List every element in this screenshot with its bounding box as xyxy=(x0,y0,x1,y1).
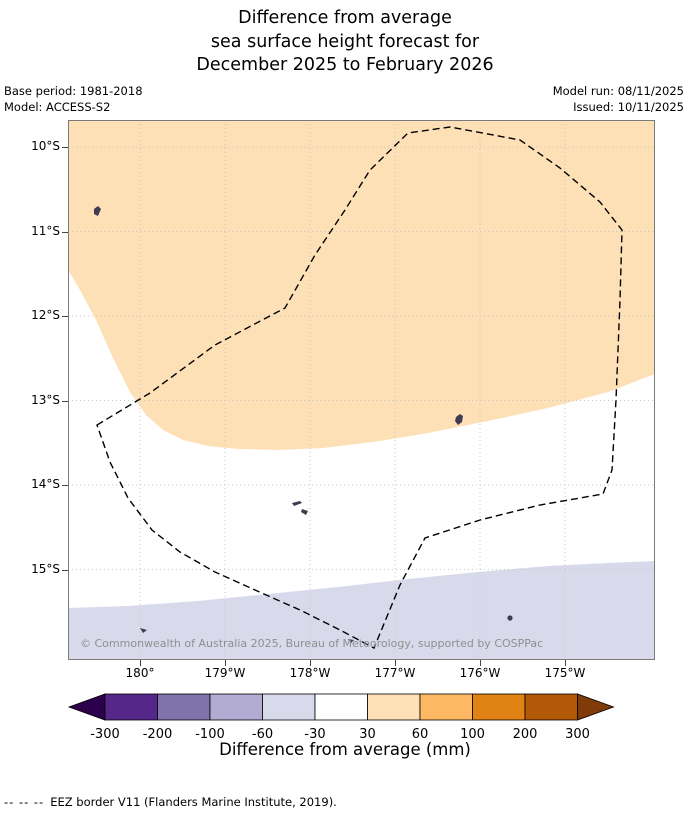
x-axis-tick-label: 178°W xyxy=(289,666,331,680)
negative-anomaly-region xyxy=(68,561,655,660)
colorbar-segment xyxy=(314,693,368,721)
x-axis-tick-label: 179°W xyxy=(204,666,246,680)
colorbar-segment xyxy=(209,693,263,721)
y-axis-tick-label: 15°S xyxy=(31,561,60,576)
island-icon xyxy=(507,615,513,621)
colorbar-segment xyxy=(104,693,158,721)
colorbar-segment xyxy=(472,693,526,721)
colorbar-tick-label: -30 xyxy=(304,727,325,742)
island-icon xyxy=(301,509,308,515)
eez-dash-sample: -- -- -- xyxy=(4,795,45,809)
model-text: Model: ACCESS-S2 xyxy=(4,100,111,114)
colorbar-tick-label: 30 xyxy=(359,727,376,742)
title-line-1: Difference from average xyxy=(238,8,452,28)
issued-text: Issued: 10/11/2025 xyxy=(573,100,684,114)
x-axis-tick-mark xyxy=(225,660,226,666)
map-plot: © Commonwealth of Australia 2025, Bureau… xyxy=(68,120,655,660)
island-icon xyxy=(292,501,302,506)
map-frame xyxy=(68,120,655,660)
colorbar: -300 -200 -100 -60 -30 30 60 100 200 300 xyxy=(67,693,615,742)
eez-border-line xyxy=(96,126,623,649)
colorbar-segment xyxy=(367,693,421,721)
y-axis-tick-mark xyxy=(62,400,68,402)
islands xyxy=(94,206,513,643)
island-icon xyxy=(140,628,147,633)
island-icon xyxy=(455,414,463,425)
colorbar-segment xyxy=(419,693,473,721)
colorbar-tick-label: -300 xyxy=(90,727,120,742)
island-icon xyxy=(348,639,354,643)
colorbar-tick-label: -60 xyxy=(252,727,273,742)
y-axis-tick-label: 13°S xyxy=(31,392,60,407)
colorbar-right-arrow xyxy=(577,693,615,721)
colorbar-tick-label: 300 xyxy=(565,727,590,742)
colorbar-left-arrow xyxy=(67,693,106,721)
y-axis-tick-label: 10°S xyxy=(31,139,60,153)
colorbar-tick-label: 100 xyxy=(460,727,485,742)
title-line-2: sea surface height forecast for xyxy=(210,31,480,52)
colorbar-segment xyxy=(524,693,578,721)
model-run-text: Model run: 08/11/2025 xyxy=(552,84,684,98)
colorbar-segment xyxy=(157,693,211,721)
eez-legend: -- -- -- EEZ border V11 (Flanders Marine … xyxy=(4,795,337,809)
x-axis-tick-label: 176°W xyxy=(459,666,501,680)
x-axis-tick-label: 177°W xyxy=(374,666,416,680)
colorbar-segment xyxy=(262,693,316,721)
y-axis-tick-mark xyxy=(62,147,68,148)
colorbar-tick-label: -200 xyxy=(143,727,173,742)
base-period-text: Base period: 1981-2018 xyxy=(4,84,143,98)
x-axis-tick-mark xyxy=(310,660,311,666)
x-axis-tick-label: 175°W xyxy=(544,666,586,680)
x-axis-tick-mark xyxy=(565,660,566,666)
y-axis-tick-mark xyxy=(62,485,68,486)
figure-title: Difference from average sea surface heig… xyxy=(0,7,690,78)
x-axis-tick-mark xyxy=(140,660,141,666)
colorbar-label: Difference from average (mm) xyxy=(219,740,471,759)
colorbar-tick-label: 200 xyxy=(513,727,538,742)
colorbar-tick-label: -100 xyxy=(195,727,225,742)
map-copyright: © Commonwealth of Australia 2025, Bureau… xyxy=(80,637,543,650)
positive-anomaly-region xyxy=(68,120,655,450)
meta-right: Model run: 08/11/2025 Issued: 10/11/2025 xyxy=(553,83,684,115)
x-axis-tick-mark xyxy=(480,660,481,666)
y-axis-tick-mark xyxy=(62,316,68,317)
y-axis-tick-label: 11°S xyxy=(31,223,60,238)
y-axis-tick-label: 14°S xyxy=(31,477,60,491)
x-axis-tick-label: 180° xyxy=(125,666,155,680)
colorbar-tick-label: 60 xyxy=(412,727,429,742)
y-axis-tick-label: 12°S xyxy=(31,308,60,322)
eez-note: EEZ border V11 (Flanders Marine Institut… xyxy=(50,795,337,809)
x-axis-tick-mark xyxy=(395,660,396,666)
island-icon xyxy=(94,206,101,216)
meta-left: Base period: 1981-2018 Model: ACCESS-S2 xyxy=(4,83,143,115)
y-axis-tick-mark xyxy=(62,231,68,233)
title-line-3: December 2025 to February 2026 xyxy=(196,55,494,75)
y-axis-tick-mark xyxy=(62,569,68,571)
